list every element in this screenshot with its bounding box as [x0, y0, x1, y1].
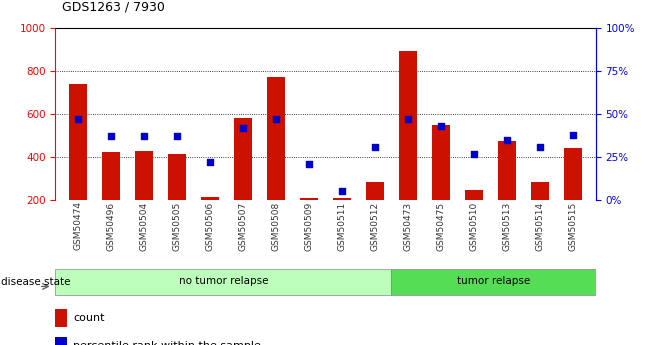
- Text: no tumor relapse: no tumor relapse: [178, 276, 268, 286]
- Point: [304, 161, 314, 167]
- Bar: [531, 182, 549, 243]
- Point: [139, 134, 150, 139]
- Bar: [168, 154, 186, 243]
- Text: count: count: [73, 313, 104, 323]
- Point: [534, 144, 545, 149]
- Bar: [300, 198, 318, 243]
- Bar: [432, 125, 450, 243]
- Point: [403, 116, 413, 122]
- Point: [568, 132, 578, 137]
- Bar: [55, 337, 68, 345]
- Point: [73, 116, 83, 122]
- Bar: [564, 148, 581, 243]
- Bar: [102, 151, 120, 243]
- Point: [271, 116, 281, 122]
- Point: [337, 189, 347, 194]
- Bar: [234, 118, 252, 243]
- Bar: [70, 84, 87, 243]
- Bar: [391, 269, 596, 295]
- Point: [106, 134, 117, 139]
- Bar: [135, 150, 154, 243]
- Bar: [465, 190, 483, 243]
- Point: [436, 123, 446, 129]
- Point: [469, 151, 479, 156]
- Text: disease state: disease state: [1, 277, 70, 287]
- Text: percentile rank within the sample: percentile rank within the sample: [73, 341, 261, 345]
- Point: [172, 134, 182, 139]
- Bar: [267, 77, 285, 243]
- Bar: [497, 141, 516, 243]
- Bar: [55, 309, 68, 327]
- Point: [370, 144, 380, 149]
- Point: [205, 159, 215, 165]
- Point: [501, 137, 512, 142]
- Text: GDS1263 / 7930: GDS1263 / 7930: [62, 1, 165, 14]
- Text: tumor relapse: tumor relapse: [457, 276, 530, 286]
- Bar: [399, 51, 417, 243]
- Bar: [366, 182, 384, 243]
- Bar: [333, 198, 351, 243]
- Bar: [55, 269, 391, 295]
- Bar: [201, 197, 219, 243]
- Point: [238, 125, 248, 130]
